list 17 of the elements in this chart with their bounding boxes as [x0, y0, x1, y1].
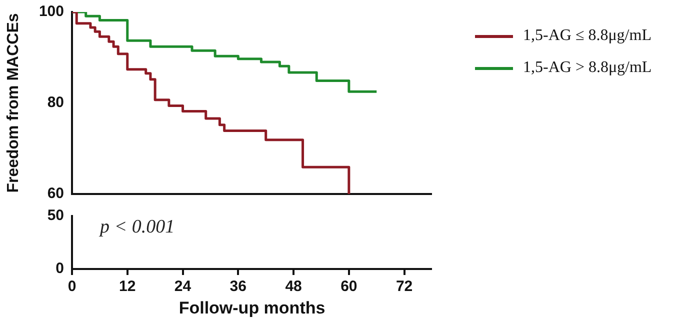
x-tick-label: 48	[285, 278, 302, 296]
x-tick-label: 12	[119, 278, 136, 296]
x-tick-label: 36	[230, 278, 246, 296]
x-tick-label: 60	[340, 278, 358, 296]
x-tick-label: 24	[174, 278, 192, 296]
y-tick-label: 0	[56, 260, 64, 278]
legend-label: 1,5-AG ≤ 8.8μg/mL	[523, 27, 652, 45]
y-tick-label: 60	[47, 185, 64, 202]
annotation: p < 0.001	[98, 216, 175, 238]
y-tick-label: 80	[47, 94, 64, 112]
x-tick-label: 0	[68, 278, 76, 296]
x-axis-title: Follow-up months	[178, 298, 326, 318]
x-tick-label: 72	[396, 278, 413, 296]
y-axis-title: Freedom from MACCEs	[5, 13, 22, 193]
y-tick-label: 100	[38, 3, 64, 20]
y-tick-label: 50	[47, 207, 64, 224]
legend-label: 1,5-AG > 8.8μg/mL	[523, 59, 652, 77]
